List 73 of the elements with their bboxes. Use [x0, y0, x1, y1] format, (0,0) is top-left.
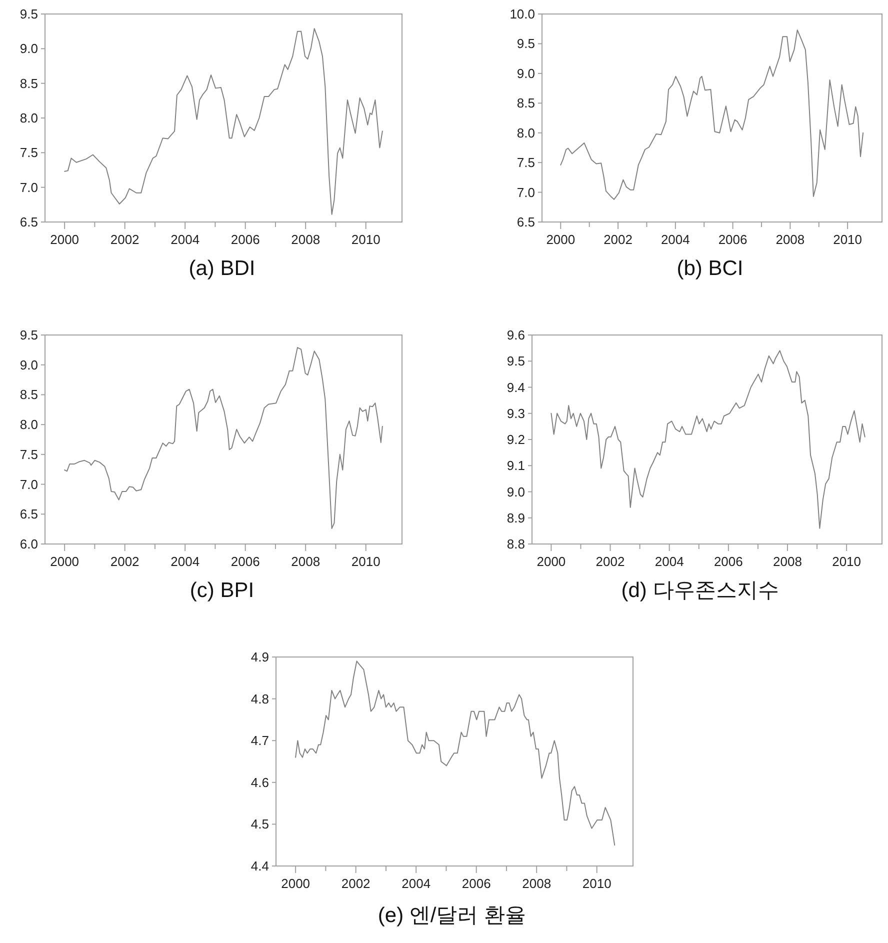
y-tick-label: 7.0	[20, 180, 38, 195]
x-tick-label: 2010	[582, 876, 612, 891]
y-tick-label: 9.4	[506, 380, 525, 395]
x-tick-label: 2008	[776, 232, 805, 247]
x-tick-label: 2002	[110, 232, 140, 247]
x-tick-label: 2000	[546, 232, 576, 247]
y-tick-label: 6.5	[20, 506, 38, 522]
y-tick-label: 8.0	[20, 417, 38, 432]
y-tick-label: 7.5	[516, 155, 535, 170]
text: (d) 다우존스지수	[621, 579, 779, 602]
y-tick-label: 4.6	[250, 774, 269, 790]
y-tick-label: 10.0	[510, 6, 535, 22]
text: (a) BDI	[188, 257, 256, 280]
x-tick-label: 2010	[351, 232, 380, 247]
x-tick-label: 2004	[402, 876, 431, 891]
x-tick-label: 2000	[536, 554, 566, 569]
y-tick-label: 9.0	[20, 357, 38, 372]
y-tick-label: 7.5	[20, 446, 38, 462]
y-tick-label: 9.5	[20, 6, 38, 22]
y-tick-label: 9.2	[506, 432, 525, 447]
x-tick-label: 2000	[50, 554, 80, 569]
y-tick-label: 9.0	[516, 66, 535, 81]
x-tick-label: 2002	[604, 232, 632, 247]
y-tick-label: 8.8	[506, 536, 525, 552]
x-tick-label: 2008	[522, 876, 552, 891]
y-tick-label: 8.5	[20, 76, 38, 91]
x-tick-label: 2002	[110, 554, 140, 569]
x-tick-label: 2008	[291, 554, 320, 569]
x-tick-label: 2004	[654, 554, 684, 569]
text: (c) BPI	[190, 579, 254, 602]
x-tick-label: 2008	[291, 232, 320, 247]
y-tick-label: 9.3	[506, 406, 525, 421]
y-tick-label: 7.5	[20, 145, 38, 160]
y-tick-label: 9.5	[506, 354, 525, 369]
y-tick-label: 4.5	[250, 816, 269, 832]
y-tick-label: 8.9	[506, 510, 525, 526]
y-tick-label: 4.8	[250, 691, 269, 706]
y-tick-label: 9.0	[506, 484, 525, 500]
x-tick-label: 2004	[170, 232, 200, 247]
y-tick-label: 6.5	[516, 214, 535, 230]
y-tick-label: 9.5	[20, 328, 38, 342]
y-tick-label: 4.9	[250, 650, 269, 664]
text: (e) 엔/달러 환율	[378, 904, 526, 927]
x-tick-label: 2002	[596, 554, 625, 569]
x-tick-label: 2006	[230, 554, 260, 569]
x-tick-label: 2010	[351, 554, 380, 569]
y-tick-label: 8.5	[20, 387, 38, 402]
y-tick-label: 7.0	[516, 184, 535, 200]
y-tick-label: 9.6	[506, 328, 525, 342]
x-tick-label: 2010	[832, 554, 862, 569]
y-tick-label: 8.0	[516, 125, 535, 140]
y-tick-label: 9.0	[20, 41, 38, 56]
y-tick-label: 8.5	[516, 96, 535, 111]
x-tick-label: 2004	[660, 232, 690, 247]
x-tick-label: 2000	[50, 232, 80, 247]
x-tick-label: 2004	[170, 554, 200, 569]
y-tick-label: 4.4	[250, 858, 269, 874]
y-tick-label: 9.1	[506, 458, 525, 474]
x-tick-label: 2006	[230, 232, 260, 247]
x-tick-label: 2010	[833, 232, 862, 247]
text: (b) BCI	[676, 257, 744, 280]
x-tick-label: 2006	[462, 876, 491, 891]
x-tick-label: 2006	[714, 554, 743, 569]
x-tick-label: 2008	[773, 554, 802, 569]
x-tick-label: 2000	[281, 876, 310, 891]
x-tick-label: 2006	[718, 232, 748, 247]
y-tick-label: 8.0	[20, 110, 38, 126]
y-tick-label: 7.0	[20, 476, 38, 492]
x-tick-label: 2002	[341, 876, 370, 891]
y-tick-label: 6.5	[20, 214, 38, 230]
y-tick-label: 9.5	[516, 36, 535, 52]
y-tick-label: 4.7	[250, 733, 269, 748]
y-tick-label: 6.0	[20, 536, 38, 552]
